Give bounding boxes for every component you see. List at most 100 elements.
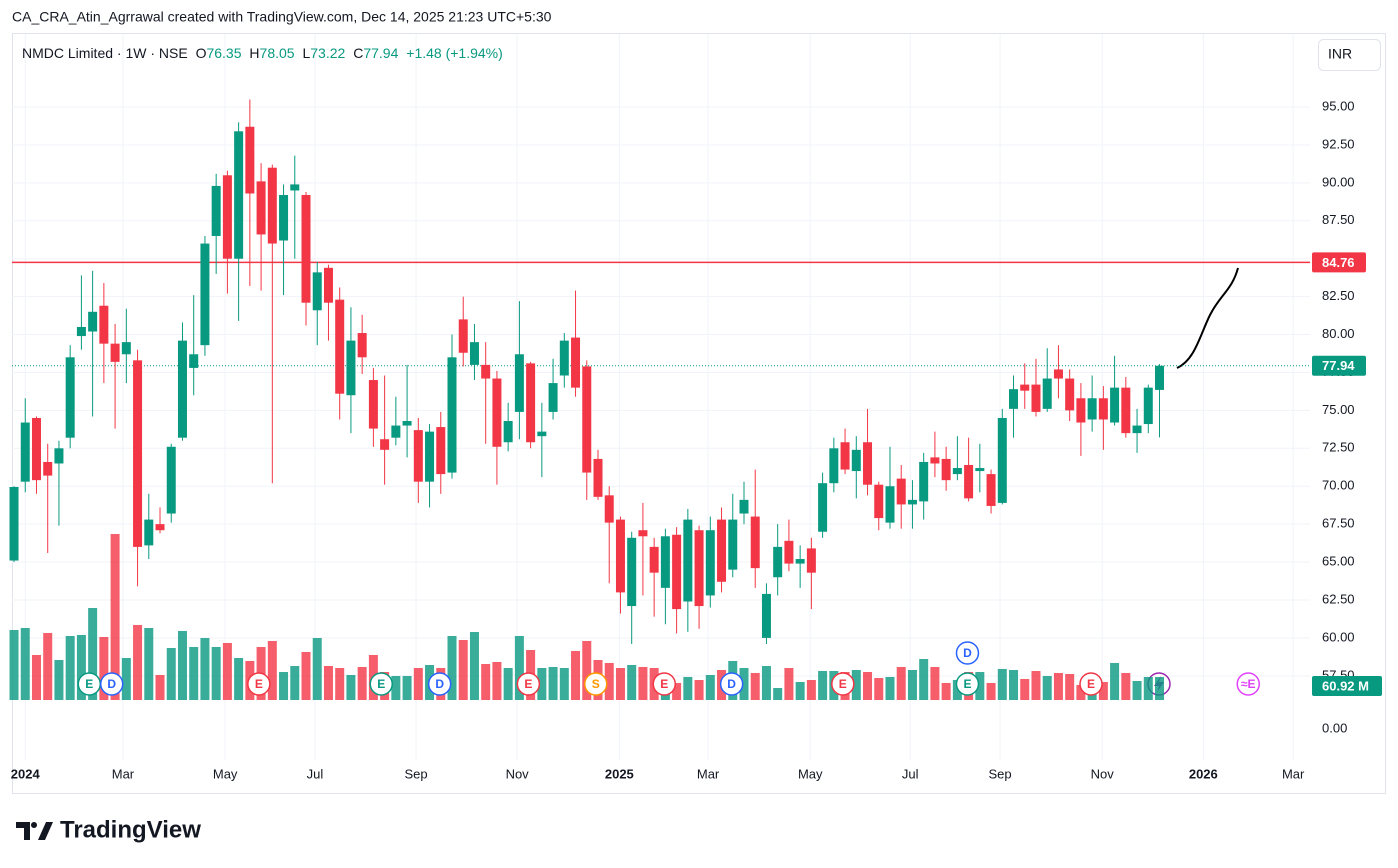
volume-bar bbox=[1065, 674, 1075, 700]
candle-body bbox=[121, 342, 131, 355]
candle-body bbox=[649, 546, 659, 573]
volume-bar bbox=[312, 638, 322, 700]
volume-bar bbox=[672, 682, 682, 700]
y-tick-label: 90.00 bbox=[1322, 174, 1355, 189]
candle-body bbox=[99, 305, 109, 344]
candle-body bbox=[874, 484, 884, 519]
close-value: 77.94 bbox=[363, 45, 398, 61]
candle-body bbox=[728, 519, 738, 570]
volume-bar bbox=[1076, 684, 1086, 700]
y-tick-label: 65.00 bbox=[1322, 554, 1355, 569]
candle-body bbox=[1121, 387, 1131, 434]
high-label: H bbox=[249, 45, 259, 61]
volume-bar bbox=[290, 666, 300, 700]
candle-body bbox=[761, 593, 771, 638]
candle-body bbox=[997, 417, 1007, 503]
candle-body bbox=[840, 442, 850, 470]
event-marker bbox=[1079, 672, 1103, 696]
candle-body bbox=[222, 175, 232, 259]
y-tick-label: 72.50 bbox=[1322, 440, 1355, 455]
volume-bar bbox=[784, 668, 794, 700]
volume-bar bbox=[986, 682, 996, 700]
volume-bar bbox=[975, 672, 985, 700]
volume-bar bbox=[99, 636, 109, 700]
volume-bar bbox=[705, 674, 715, 700]
y-tick-label: 67.50 bbox=[1322, 516, 1355, 531]
volume-bar bbox=[469, 632, 479, 700]
candle-body bbox=[548, 383, 558, 412]
x-tick-label: May bbox=[798, 766, 823, 781]
drawing bbox=[1176, 267, 1239, 369]
candle-body bbox=[65, 357, 75, 438]
volume-bar bbox=[31, 654, 41, 700]
volume-zero-label: 0.00 bbox=[1322, 720, 1347, 735]
volume-bar bbox=[267, 640, 277, 700]
x-tick-label: 2026 bbox=[1189, 766, 1218, 781]
candle-body bbox=[9, 486, 19, 561]
candle-body bbox=[492, 378, 502, 447]
low-label: L bbox=[302, 45, 310, 61]
attribution: CA_CRA_Atin_Agrrawal created with Tradin… bbox=[12, 9, 552, 25]
currency[interactable]: INR bbox=[1328, 46, 1352, 62]
candle-body bbox=[1098, 398, 1108, 420]
candle-body bbox=[267, 167, 277, 244]
candle-body bbox=[1143, 387, 1153, 425]
candle-body bbox=[133, 360, 143, 547]
x-tick-label: Nov bbox=[1091, 766, 1115, 781]
candle-body bbox=[177, 340, 187, 438]
volume-bar bbox=[144, 628, 154, 700]
candle-body bbox=[593, 458, 603, 497]
volume-bar bbox=[110, 534, 120, 700]
low-value: 73.22 bbox=[310, 45, 345, 61]
event-label: E bbox=[377, 677, 385, 691]
brand: TradingView bbox=[60, 816, 201, 843]
candle-body bbox=[1132, 425, 1142, 434]
event-marker bbox=[99, 672, 124, 696]
candle-body bbox=[1009, 389, 1019, 409]
candle-body bbox=[144, 519, 154, 546]
event-label: ≈E bbox=[1241, 677, 1256, 691]
event-marker bbox=[652, 672, 677, 696]
volume-bar bbox=[200, 638, 210, 700]
volume-bar bbox=[458, 640, 468, 700]
volume-bar bbox=[930, 666, 940, 700]
volume-bar bbox=[907, 670, 917, 700]
candle-body bbox=[705, 530, 715, 596]
candle-body bbox=[818, 483, 828, 532]
candle-body bbox=[1042, 378, 1052, 409]
event-marker bbox=[247, 672, 271, 696]
event-marker bbox=[831, 672, 855, 696]
currency-button[interactable] bbox=[1318, 39, 1381, 71]
candle-body bbox=[526, 363, 536, 443]
volume-bar bbox=[76, 634, 86, 700]
candle-body bbox=[43, 461, 53, 476]
candle-body bbox=[425, 431, 435, 482]
candle-body bbox=[784, 540, 794, 564]
volume-bar bbox=[301, 652, 311, 700]
candle-body bbox=[863, 442, 873, 485]
volume-bar bbox=[1132, 680, 1142, 700]
volume-bar bbox=[492, 662, 502, 700]
event-marker bbox=[1236, 672, 1260, 696]
candle-body bbox=[1076, 398, 1086, 423]
volume-bar bbox=[537, 668, 547, 700]
volume-bar bbox=[1143, 676, 1153, 700]
volume-bar bbox=[604, 662, 614, 700]
event-marker bbox=[955, 672, 980, 696]
candle-body bbox=[571, 337, 581, 388]
x-tick-label: Nov bbox=[506, 766, 530, 781]
volume-bar bbox=[1042, 676, 1052, 700]
candle-body bbox=[368, 380, 378, 429]
volume-bar bbox=[514, 636, 524, 700]
volume-bar bbox=[1098, 682, 1108, 700]
candle-body bbox=[660, 536, 670, 588]
candle-body bbox=[1087, 398, 1097, 420]
candle-body bbox=[54, 448, 64, 464]
candle-body bbox=[975, 468, 985, 472]
event-label: E bbox=[255, 677, 263, 691]
volume-bar bbox=[818, 670, 828, 700]
volume-bar bbox=[919, 658, 929, 700]
candle-body bbox=[335, 299, 345, 394]
